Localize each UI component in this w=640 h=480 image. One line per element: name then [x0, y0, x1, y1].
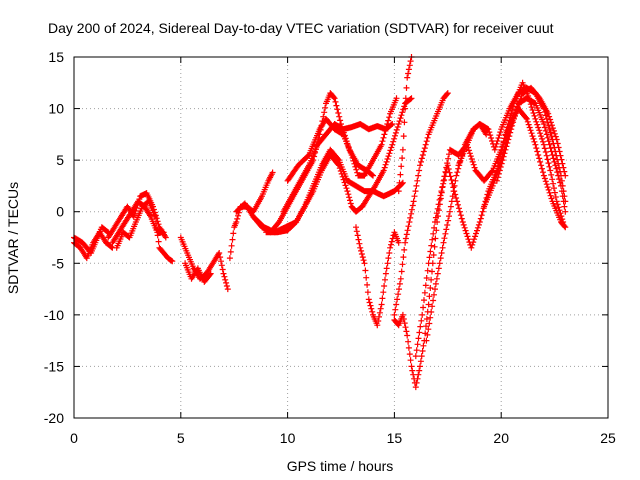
series-arc-3 [105, 190, 169, 241]
data-point-markers [263, 95, 415, 236]
x-tick-label: 0 [70, 430, 78, 446]
x-tick-label: 20 [493, 430, 509, 446]
series-arc-16 [391, 90, 451, 318]
data-point-markers [105, 190, 169, 241]
plot-frame [73, 56, 609, 419]
series-arc-5 [113, 198, 176, 265]
data-point-markers [113, 198, 176, 265]
series-arc-22 [493, 84, 569, 184]
y-tick-label: 5 [56, 152, 64, 168]
y-tick-label: -15 [44, 358, 64, 374]
y-tick-label: 0 [56, 204, 64, 220]
y-tick-label: 15 [48, 49, 64, 65]
y-tick-label: -20 [44, 410, 64, 426]
series-arc-17 [395, 54, 415, 195]
data-series [71, 54, 569, 391]
data-point-markers [493, 84, 569, 184]
x-tick-label: 5 [177, 430, 185, 446]
grid-lines [74, 57, 608, 418]
y-axis-label: SDTVAR / TECUs [5, 182, 21, 294]
chart-title: Day 200 of 2024, Sidereal Day-to-day VTE… [48, 20, 554, 36]
x-tick-label: 10 [280, 430, 296, 446]
data-point-markers [109, 198, 167, 246]
y-tick-label: -10 [44, 307, 64, 323]
data-point-markers [284, 95, 400, 184]
series-arc-7 [182, 260, 214, 285]
y-tick-label: 10 [48, 101, 64, 117]
x-tick-label: 15 [387, 430, 403, 446]
axis-ticks: 0 5 10 15 20 25 -20 -15 -10 -5 0 5 10 15 [44, 49, 616, 446]
series-arc-13 [284, 95, 400, 184]
series-arc-11 [263, 95, 415, 236]
y-tick-label: -5 [52, 255, 65, 271]
x-tick-label: 25 [600, 430, 616, 446]
data-point-markers [391, 90, 451, 318]
series-arc-14 [353, 224, 402, 329]
series-arc-4 [109, 198, 167, 246]
data-point-markers [395, 54, 415, 195]
data-point-markers [182, 260, 214, 285]
x-axis-label: GPS time / hours [287, 458, 394, 474]
data-point-markers [353, 224, 402, 329]
